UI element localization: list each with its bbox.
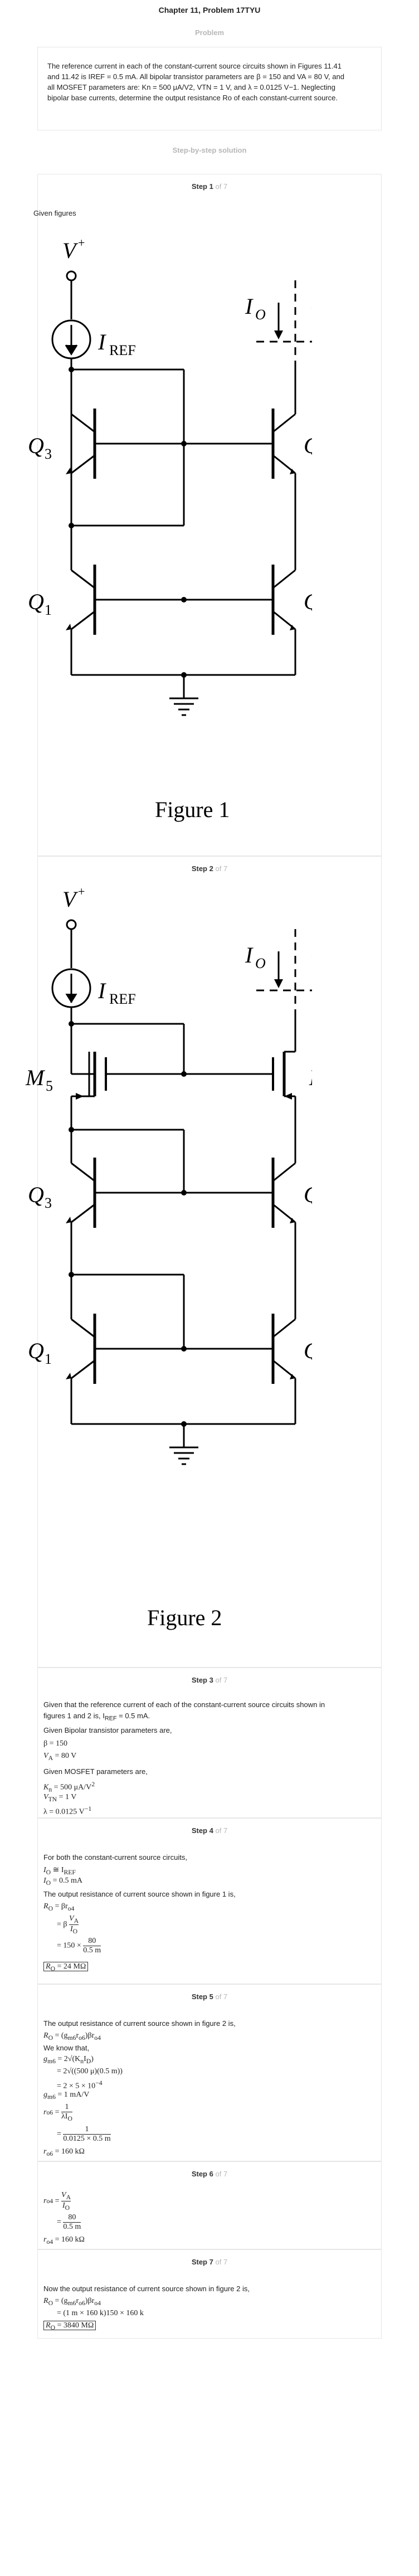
io-label: I [245, 942, 254, 968]
ro6-step2: = 1 0.0125 × 0.5 m [57, 2125, 111, 2143]
gm-result: gm6 = 1 mA/V [43, 2091, 90, 2101]
ro2-formula: RO = (gm6ro6)βro4 [43, 2031, 101, 2042]
iref-sub: REF [109, 991, 136, 1007]
q2-label: Q [304, 589, 312, 614]
problem-line: The reference current in each of the con… [47, 62, 342, 70]
io-approx: IO ≅ IREF [43, 1866, 76, 1876]
page-title: Chapter 11, Problem 17TYU [158, 6, 261, 14]
io-value: IO = 0.5 mA [43, 1877, 82, 1887]
vplus-sup: + [78, 884, 85, 898]
m5-sub: 5 [46, 1078, 53, 1094]
iref-sub: REF [109, 342, 136, 358]
q4-label: Q [304, 433, 312, 458]
ro1-step3: = 150 × 80 0.5 m [57, 1937, 101, 1955]
figure-1-circuit: V + I REF I O R O Q 3 Q 4 Q 1 Q 2 [28, 236, 312, 716]
bjt-params-label: Given Bipolar transistor parameters are, [43, 1726, 172, 1734]
q3-sub: 3 [45, 1195, 52, 1211]
ro1-formula: RO = βro4 [43, 1902, 75, 1912]
step-title: Step 1 of 7 [191, 182, 228, 191]
figure-2-circuit: V + I REF I O R O M 5 M 6 Q 3 Q 4 Q 1 Q … [25, 884, 312, 1465]
step-3-card: Step 3 of 7 Given that the reference cur… [37, 1668, 382, 1818]
io-label: I [245, 294, 254, 319]
ro-label: R [311, 937, 312, 962]
vplus-label: V [62, 887, 79, 912]
vtn-value: VTN = 1 V [43, 1793, 77, 1803]
gm-step3: = 2 × 5 × 10−4 [57, 2079, 103, 2091]
step-title: Step 5 of 7 [191, 1992, 228, 2001]
q2-label: Q [304, 1338, 312, 1363]
step-7-card: Step 7 of 7 Now the output resistance of… [37, 2249, 382, 2339]
we-know-label: We know that, [43, 2044, 90, 2052]
vplus-sup: + [78, 236, 85, 250]
step-title: Step 2 of 7 [191, 864, 228, 873]
io-sub: O [255, 955, 266, 971]
step-title: Step 7 of 7 [191, 2258, 228, 2266]
step-5-card: Step 5 of 7 The output resistance of cur… [37, 1984, 382, 2161]
io-sub: O [255, 307, 266, 323]
q3-sub: 3 [45, 446, 52, 462]
ro4-result: ro4 = 160 kΩ [43, 2235, 85, 2246]
gm-step2: = 2√((500 μ)(0.5 m)) [57, 2067, 123, 2076]
problem-line: bipolar base currents, determine the out… [47, 94, 338, 102]
step-title: Step 6 of 7 [191, 2170, 228, 2178]
step-title: Step 3 of 7 [191, 1676, 228, 1684]
kn-value: Kn = 500 μA/V2 [43, 1781, 95, 1794]
q3-label: Q [28, 1182, 44, 1207]
iref-label: I [98, 978, 106, 1003]
step-2-card: Step 2 of 7 [25, 856, 382, 1668]
q1-label: Q [28, 1338, 44, 1363]
m6-label: M [309, 1065, 312, 1090]
given-figures-label: Given figures [33, 209, 76, 217]
gm-formula: gm6 = 2√(KnID) [43, 2055, 94, 2065]
ro1-result: RO = 24 MΩ [43, 1962, 89, 1972]
step3-line2: figures 1 and 2 is, IREF = 0.5 mA. [43, 1712, 150, 1722]
mos-params-label: Given MOSFET parameters are, [43, 1767, 148, 1776]
figure-2-caption: Figure 2 [147, 1605, 222, 1630]
step4-desc: The output resistance of current source … [43, 1890, 236, 1898]
vplus-label: V [62, 238, 79, 263]
problem-heading: Problem [194, 28, 224, 37]
problem-line: all MOSFET parameters are: Kn = 500 μA/V… [47, 83, 335, 91]
ro2-final-result: RO = 3840 MΩ [43, 2321, 96, 2331]
ro4-step2: = 80 0.5 m [57, 2213, 81, 2231]
m5-label: M [25, 1065, 46, 1090]
step3-line1: Given that the reference current of each… [43, 1700, 325, 1709]
ro6-result: ro6 = 160 kΩ [43, 2147, 85, 2157]
q3-label: Q [28, 433, 44, 458]
step7-intro: Now the output resistance of current sou… [43, 2285, 250, 2293]
step-6-card: Step 6 of 7 ro4 = VA IO = 80 0.5 m ro4 =… [37, 2161, 382, 2249]
figure-1-caption: Figure 1 [155, 797, 230, 822]
step-title: Step 4 of 7 [191, 1826, 228, 1835]
q1-sub: 1 [45, 1351, 52, 1367]
ro2-final-step2: = (1 m × 160 k)150 × 160 k [57, 2309, 144, 2317]
problem-statement: The reference current in each of the con… [37, 47, 382, 130]
solution-heading: Step-by-step solution [172, 146, 247, 154]
problem-line: and 11.42 is IREF = 0.5 mA. All bipolar … [47, 72, 344, 81]
step-4-card: Step 4 of 7 For both the constant-curren… [37, 1818, 382, 1984]
step5-intro: The output resistance of current source … [43, 2019, 236, 2028]
lambda-value: λ = 0.0125 V−1 [43, 1805, 92, 1816]
beta-value: β = 150 [43, 1739, 68, 1748]
q1-sub: 1 [45, 602, 52, 618]
va-value: VA = 80 V [43, 1752, 77, 1762]
step-1-card: Step 1 of 7 Given figures [28, 174, 382, 856]
ro4-formula: ro4 = VA IO [43, 2191, 71, 2212]
q1-label: Q [28, 589, 44, 614]
q4-label: Q [304, 1182, 312, 1207]
ro-label: R [311, 288, 312, 313]
iref-label: I [98, 329, 106, 354]
ro2-final-formula: RO = (gm6ro6)βro4 [43, 2297, 101, 2307]
step4-intro: For both the constant-current source cir… [43, 1853, 187, 1861]
ro1-step2: = β VA IO [57, 1914, 79, 1935]
ro6-formula: ro6 = 1 λIO [43, 2103, 72, 2122]
